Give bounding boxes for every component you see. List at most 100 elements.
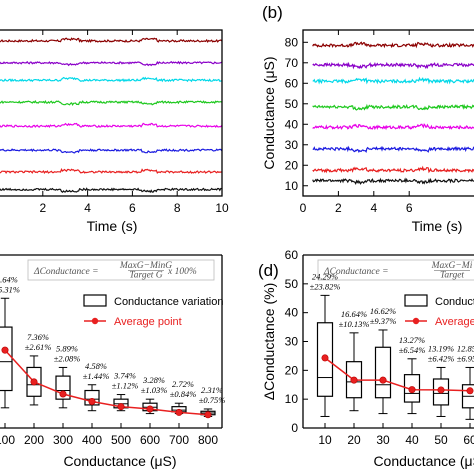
y-axis-label: ΔConductance (%)	[261, 283, 277, 401]
annotation-std: ±1.12%	[112, 381, 139, 391]
x-tick-label: 400	[82, 433, 102, 447]
average-point	[379, 376, 387, 384]
x-tick-label: 20	[347, 433, 361, 447]
y-tick-label: 80	[285, 35, 299, 49]
legend-label-variation: Conductance variation	[114, 296, 223, 308]
average-point	[204, 411, 212, 419]
annotation-mean: 7.36%	[27, 332, 49, 342]
series-line	[312, 41, 474, 49]
formula-numerator: MaxG−Mi	[431, 261, 473, 271]
panel-label: (b)	[262, 3, 283, 22]
annotation-std: ±0.75%	[199, 395, 226, 405]
average-point	[88, 397, 96, 405]
series-line	[312, 61, 474, 70]
annotation-std: ±23.82%	[310, 281, 341, 291]
panel-b: 0 2 4 6 Time (s) 10 20 30 40 50 60 70 80 Conductance …	[261, 3, 474, 234]
y-tick-label: 20	[285, 158, 299, 172]
series-line	[0, 60, 223, 67]
panel-a: 2 4 6 8 10 Time (s)	[0, 29, 229, 234]
formula-denominator: Target G	[129, 271, 162, 281]
x-tick-label: 50	[434, 433, 448, 447]
series-line	[312, 145, 474, 154]
annotation-mean: 2.31%	[201, 385, 223, 395]
x-tick-label: 300	[53, 433, 73, 447]
formula-lhs: ΔConductance =	[323, 267, 389, 277]
plot-frame	[302, 29, 474, 197]
formula-box	[27, 259, 215, 281]
legend-box-swatch	[404, 294, 428, 307]
y-tick-label: 40	[285, 117, 299, 131]
annotation-std: ±1.44%	[83, 371, 110, 381]
series-line	[0, 187, 222, 194]
average-point	[321, 354, 329, 362]
x-tick-label: 6	[129, 201, 136, 215]
y-tick-label: 40	[285, 306, 299, 320]
series-line	[312, 177, 474, 186]
annotation-mean: 3.28%	[142, 375, 165, 385]
y-tick-label: 0	[291, 421, 298, 435]
x-axis-label: Conductance (μS)	[63, 453, 176, 469]
legend-label-variation: Conductance	[435, 296, 474, 308]
x-tick-label: 800	[198, 433, 218, 447]
x-tick-label: 6	[406, 201, 413, 215]
average-line	[324, 357, 471, 392]
average-point	[30, 378, 38, 386]
formula-denominator: Target	[440, 271, 464, 281]
x-tick-label: 2	[39, 201, 46, 215]
annotation-std: ±2.61%	[25, 342, 52, 352]
y-tick-label: 10	[285, 392, 299, 406]
plot-frame	[0, 29, 223, 197]
average-point	[59, 390, 67, 398]
legend-point-swatch	[412, 317, 420, 325]
x-tick-label: 10	[318, 433, 332, 447]
average-line	[4, 349, 209, 416]
formula-rhs: x 100%	[167, 267, 197, 277]
y-tick-label: 50	[285, 277, 299, 291]
average-point	[117, 403, 125, 411]
annotation-std: ±1.03%	[141, 385, 168, 395]
annotation-mean: 12.85%	[457, 343, 474, 353]
annotation-std: ±2.08%	[54, 353, 81, 363]
formula-box	[317, 259, 474, 281]
legend-point-swatch	[91, 317, 99, 325]
x-tick-label: 0	[300, 201, 307, 215]
x-axis-label: Time (s)	[87, 218, 138, 234]
x-tick-label: 30	[376, 433, 390, 447]
x-tick-label: 10	[215, 201, 229, 215]
x-axis-label: Time (s)	[412, 218, 463, 234]
x-tick-label: 700	[169, 433, 189, 447]
annotation-mean: 4.58%	[85, 361, 107, 371]
legend-label-average: Average point	[114, 316, 182, 328]
x-tick-label: 500	[111, 433, 131, 447]
y-tick-label: 30	[285, 335, 299, 349]
annotation-std: ±6.42%	[428, 353, 455, 363]
series-line	[0, 100, 222, 106]
annotation-mean: 16.64%	[341, 309, 367, 319]
annotation-std: ±9.37%	[370, 316, 397, 326]
panel-label: (d)	[258, 261, 279, 280]
box-iqr	[0, 326, 13, 392]
series-line	[0, 37, 223, 44]
annotation-mean: 16.62%	[370, 306, 396, 316]
annotation-std: ±6.54%	[399, 345, 426, 355]
series-line	[0, 76, 222, 83]
x-tick-label: 600	[140, 433, 160, 447]
series-line	[312, 76, 474, 85]
series-line	[0, 168, 222, 175]
x-tick-label: 8	[174, 201, 181, 215]
x-tick-label: 100	[0, 433, 15, 447]
average-point	[350, 376, 358, 384]
y-tick-label: 50	[285, 97, 299, 111]
annotation-mean: 5.89%	[56, 343, 78, 353]
x-tick-label: 40	[405, 433, 419, 447]
annotation-mean: 24.29%	[312, 271, 338, 281]
annotation-mean: .64%	[0, 274, 18, 284]
average-point	[1, 346, 9, 354]
series-line	[312, 165, 474, 174]
legend-box-swatch	[83, 294, 107, 307]
y-tick-label: 10	[285, 179, 299, 193]
legend-label-average: Average p	[435, 316, 474, 328]
x-tick-label: 60	[463, 433, 474, 447]
